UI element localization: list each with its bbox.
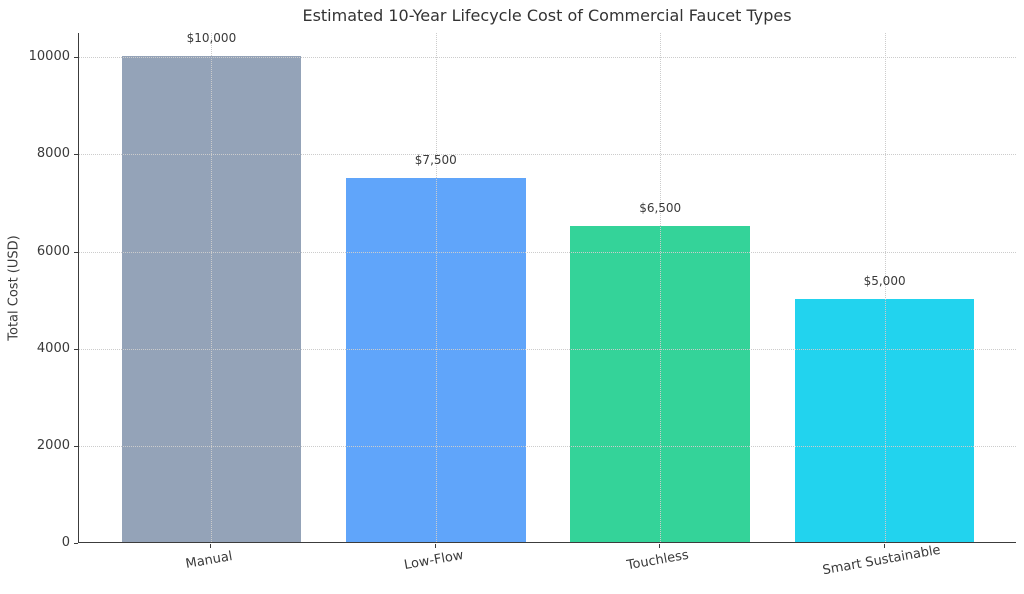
bar-manual	[121, 56, 302, 542]
x-tick-label: Manual	[184, 549, 235, 572]
x-tick-mark	[883, 544, 885, 548]
x-tick-label: Low-Flow	[402, 547, 465, 574]
x-tick-label: Touchless	[625, 547, 691, 574]
chart-title: Estimated 10-Year Lifecycle Cost of Comm…	[302, 6, 792, 25]
gridline-v	[660, 33, 662, 542]
gridline-h	[79, 445, 1016, 447]
y-tick-mark	[74, 543, 78, 544]
gridline-h	[79, 57, 1016, 59]
bar-value-label: $7,500	[414, 152, 457, 167]
y-tick-label: 4000	[36, 340, 70, 356]
plot-area: $10,000 $7,500 $6,500 $5,000	[78, 31, 1016, 543]
x-tick-mark	[434, 544, 436, 548]
gridline-h	[79, 251, 1016, 253]
y-tick-mark	[74, 251, 78, 253]
y-tick-label: 10000	[28, 49, 70, 65]
bar-value-label: $10,000	[186, 31, 237, 46]
bar-smart-sustainable	[794, 299, 975, 542]
bar-value-label: $6,500	[639, 201, 682, 216]
gridline-h	[79, 154, 1016, 156]
x-tick-mark	[659, 544, 661, 548]
x-tick-mark	[210, 544, 212, 548]
y-tick-mark	[74, 348, 78, 350]
gridline-h	[79, 348, 1016, 350]
y-tick-mark	[74, 445, 78, 447]
gridline-v	[884, 33, 886, 542]
y-tick-label: 0	[61, 535, 70, 550]
y-tick-label: 2000	[36, 437, 70, 453]
y-tick-label: 8000	[36, 146, 70, 162]
x-tick-label: Smart Sustainable	[821, 542, 942, 579]
y-tick-label: 6000	[36, 243, 70, 259]
bar-low-flow	[346, 177, 526, 542]
gridline-v	[211, 33, 213, 542]
gridline-v	[435, 33, 437, 542]
y-tick-mark	[74, 154, 78, 156]
bar-value-label: $5,000	[863, 274, 906, 289]
y-tick-mark	[74, 57, 78, 59]
